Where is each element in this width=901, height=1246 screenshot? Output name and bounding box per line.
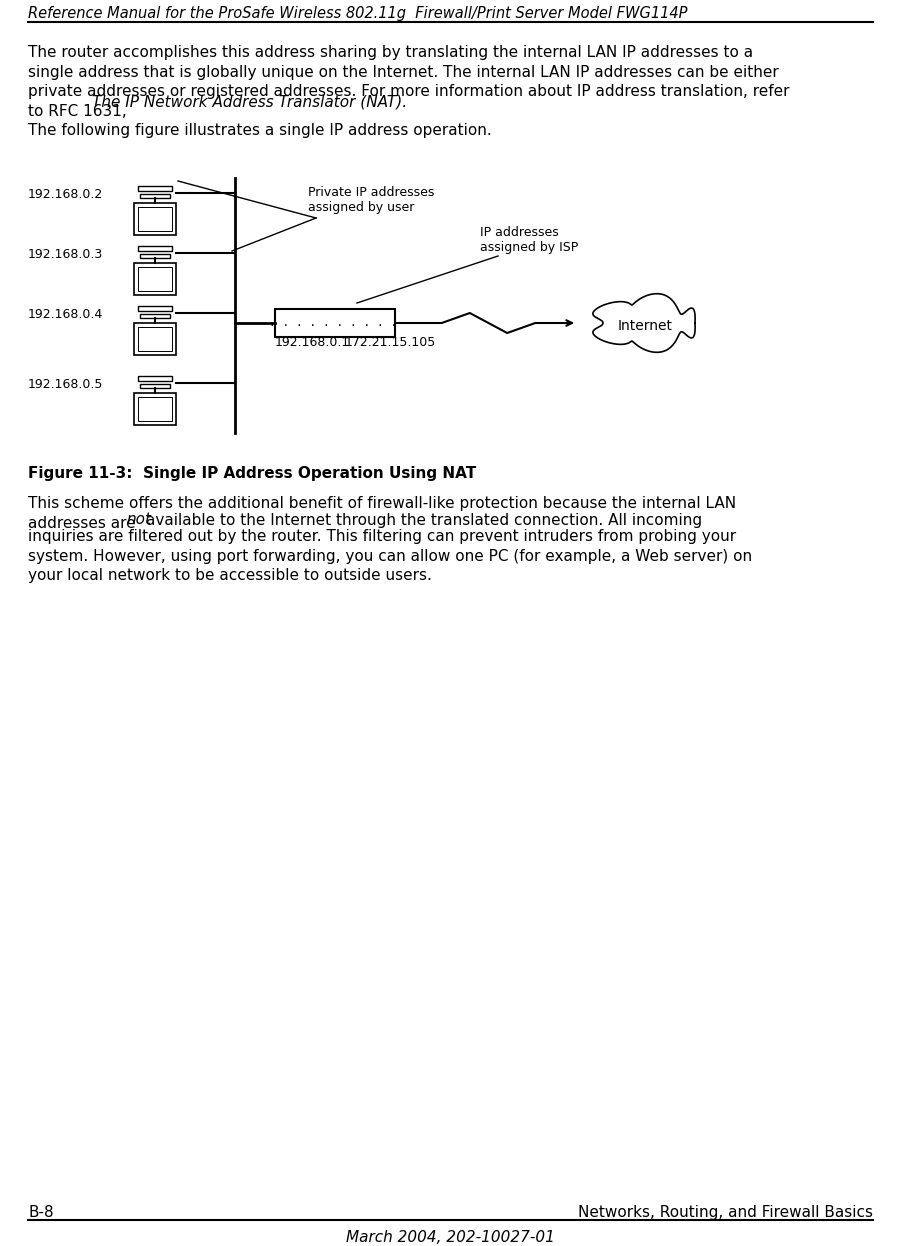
Text: 192.168.0.1: 192.168.0.1 bbox=[275, 336, 350, 349]
Bar bbox=[134, 323, 176, 355]
Bar bbox=[138, 207, 172, 231]
Bar bbox=[140, 384, 170, 388]
Bar bbox=[140, 254, 170, 258]
Bar bbox=[138, 186, 172, 191]
Text: 192.168.0.5: 192.168.0.5 bbox=[28, 379, 104, 391]
Bar bbox=[138, 326, 172, 351]
Text: IP addresses
assigned by ISP: IP addresses assigned by ISP bbox=[480, 226, 578, 254]
Text: Networks, Routing, and Firewall Basics: Networks, Routing, and Firewall Basics bbox=[578, 1205, 873, 1220]
Bar bbox=[138, 307, 172, 312]
Bar bbox=[134, 392, 176, 425]
Text: This scheme offers the additional benefit of firewall-like protection because th: This scheme offers the additional benefi… bbox=[28, 496, 736, 531]
Text: B-8: B-8 bbox=[28, 1205, 54, 1220]
Text: 192.168.0.2: 192.168.0.2 bbox=[28, 188, 104, 202]
Text: Private IP addresses
assigned by user: Private IP addresses assigned by user bbox=[308, 186, 434, 214]
Bar bbox=[275, 309, 395, 336]
Text: not: not bbox=[126, 512, 151, 527]
Bar bbox=[140, 194, 170, 198]
Bar bbox=[138, 376, 172, 381]
Text: Figure 11-3:  Single IP Address Operation Using NAT: Figure 11-3: Single IP Address Operation… bbox=[28, 466, 477, 481]
Bar bbox=[134, 263, 176, 295]
Bar bbox=[138, 245, 172, 250]
Bar bbox=[138, 267, 172, 292]
Text: The IP Network Address Translator (NAT).: The IP Network Address Translator (NAT). bbox=[92, 95, 407, 110]
Text: Reference Manual for the ProSafe Wireless 802.11g  Firewall/Print Server Model F: Reference Manual for the ProSafe Wireles… bbox=[28, 6, 687, 21]
Text: March 2004, 202-10027-01: March 2004, 202-10027-01 bbox=[346, 1230, 554, 1245]
Text: 172.21.15.105: 172.21.15.105 bbox=[345, 336, 436, 349]
Text: The router accomplishes this address sharing by translating the internal LAN IP : The router accomplishes this address sha… bbox=[28, 45, 789, 118]
Text: 192.168.0.4: 192.168.0.4 bbox=[28, 309, 104, 321]
Text: 192.168.0.3: 192.168.0.3 bbox=[28, 248, 104, 262]
Text: Internet: Internet bbox=[617, 319, 672, 333]
Text: The following figure illustrates a single IP address operation.: The following figure illustrates a singl… bbox=[28, 123, 492, 138]
Bar bbox=[134, 203, 176, 235]
Bar bbox=[138, 397, 172, 421]
Text: . . . . . . . . . .: . . . . . . . . . . bbox=[268, 318, 397, 328]
Bar bbox=[140, 314, 170, 318]
Text: inquiries are filtered out by the router. This filtering can prevent intruders f: inquiries are filtered out by the router… bbox=[28, 530, 752, 583]
Polygon shape bbox=[593, 294, 696, 353]
Text: available to the Internet through the translated connection. All incoming: available to the Internet through the tr… bbox=[147, 512, 703, 527]
